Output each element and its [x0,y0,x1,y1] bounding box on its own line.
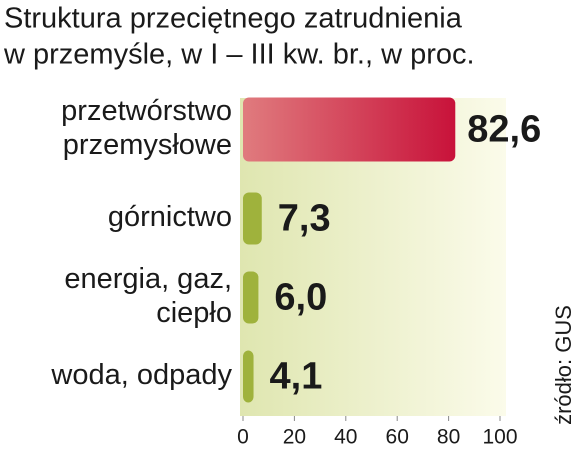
chart-title: Struktura przeciętnego zatrudnienia [4,3,463,35]
chart-title: w przemyśle, w I – III kw. br., w proc. [3,39,475,71]
source: źródło: GUS [551,305,576,425]
x-tick-label: 40 [334,426,357,449]
category-label: przemysłowe [63,129,232,161]
category-label: woda, odpady [50,359,232,391]
value-label: 4,1 [270,356,323,398]
value-label: 7,3 [278,198,331,240]
category-label: energia, gaz, [64,263,232,295]
category-label: górnictwo [108,201,232,233]
x-tick-label: 100 [482,426,517,449]
value-label: 82,6 [467,109,541,151]
bar [243,97,456,162]
x-tick-label: 60 [386,426,409,449]
x-tick-label: 0 [237,426,249,449]
category-label: ciepło [156,297,232,329]
bar [243,350,254,403]
category-label: przetwórstwo [61,95,232,127]
bar [243,192,262,245]
x-tick-label: 20 [283,426,306,449]
x-tick-label: 80 [437,426,460,449]
bar [243,271,259,324]
value-label: 6,0 [274,277,327,319]
